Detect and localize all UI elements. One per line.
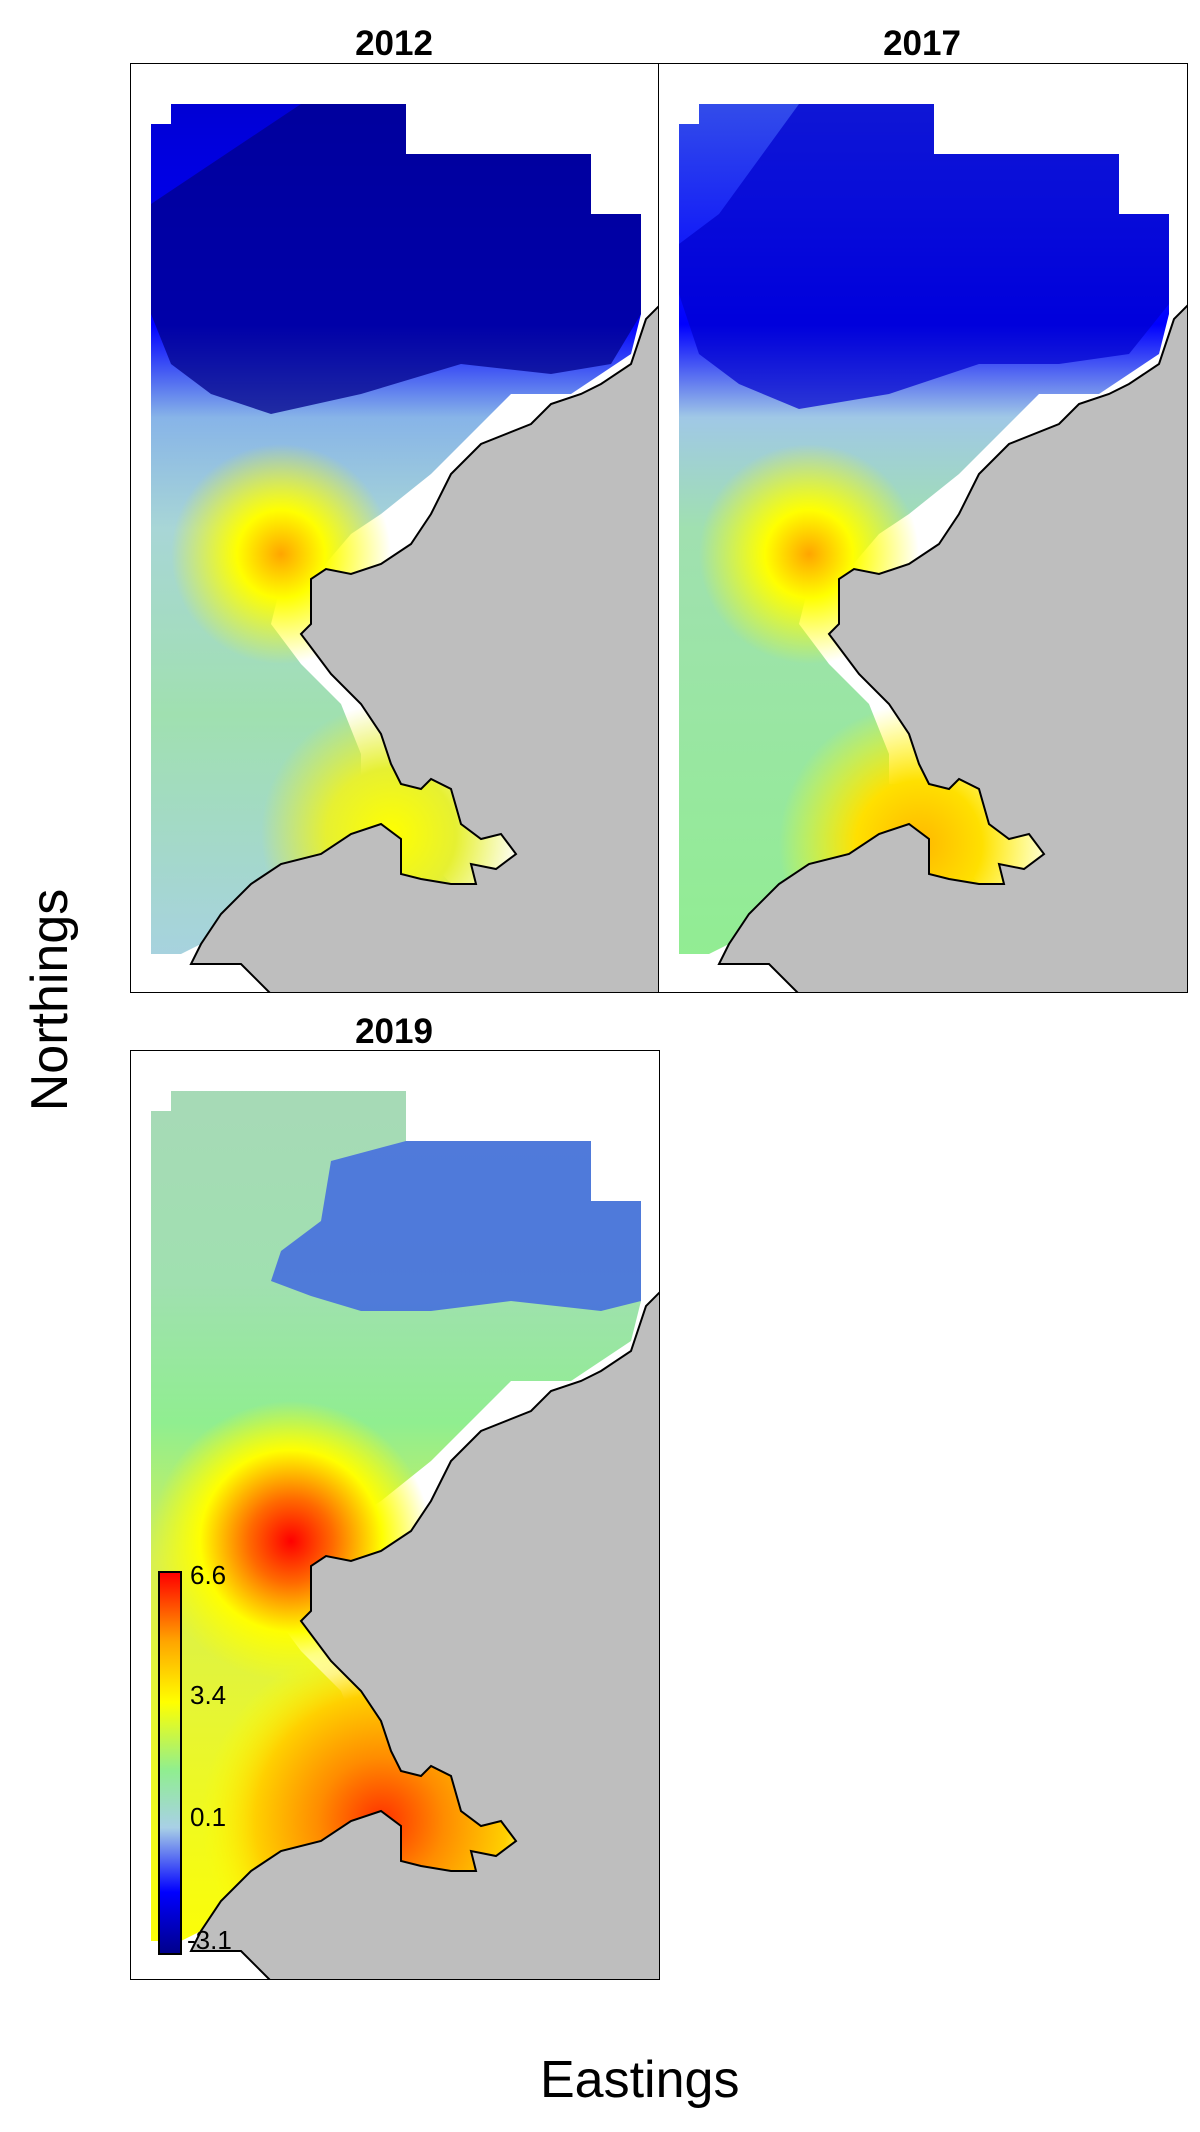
panel-title-2019: 2019 bbox=[355, 1012, 433, 1051]
land-2017 bbox=[717, 304, 1187, 992]
x-axis-label: Eastings bbox=[540, 2051, 740, 2109]
land-2019 bbox=[189, 1291, 659, 1979]
map-panel-2017 bbox=[658, 63, 1188, 993]
legend-max-label: 6.6 bbox=[190, 1560, 227, 1590]
colour-scale-bar bbox=[158, 1571, 182, 1955]
panel-title-2012: 2012 bbox=[355, 24, 433, 63]
map-panel-2019 bbox=[130, 1050, 660, 1980]
map-2017 bbox=[679, 104, 1187, 992]
panel-title-2017: 2017 bbox=[883, 24, 961, 63]
map-2019 bbox=[151, 1091, 659, 1979]
blue-zone-2017 bbox=[679, 104, 1169, 409]
blue-zone-2019 bbox=[271, 1141, 641, 1311]
land-2012 bbox=[189, 304, 659, 992]
map-2012 bbox=[151, 104, 659, 992]
legend-low-label: 0.1 bbox=[190, 1802, 227, 1832]
y-axis-label: Northings bbox=[21, 888, 79, 1112]
legend-mid-label: 3.4 bbox=[190, 1680, 227, 1710]
legend-min-label: -3.1 bbox=[187, 1925, 232, 1955]
map-panel-2012 bbox=[130, 63, 660, 993]
dark-blue-zone-2012 bbox=[151, 104, 641, 414]
